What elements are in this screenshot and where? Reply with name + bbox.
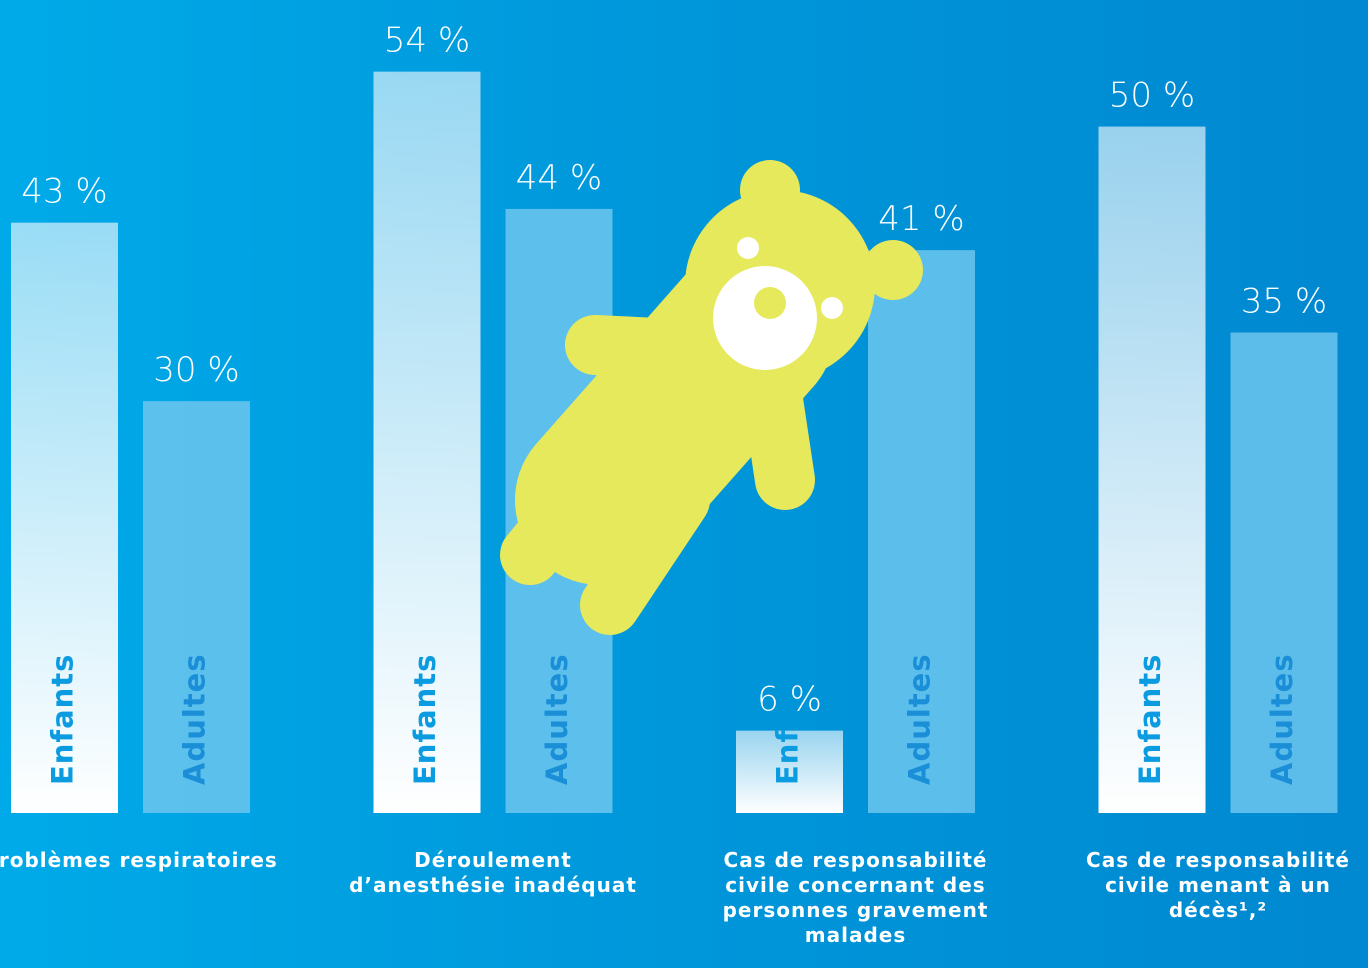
- value-label: 41 %: [878, 199, 964, 239]
- bar-label-group: Enfants: [46, 654, 80, 785]
- legend-label: Enfants: [408, 654, 442, 785]
- legend-label: Enfants: [46, 654, 80, 785]
- bar: [868, 250, 975, 813]
- value-label: 6 %: [757, 680, 822, 720]
- bar: [736, 730, 843, 813]
- category-label: Problèmes respiratoires: [0, 848, 278, 872]
- value-label: 50 %: [1109, 76, 1195, 116]
- bar: [1230, 332, 1338, 813]
- bar-label-group: Adultes: [1265, 653, 1299, 785]
- legend-label: Adultes: [540, 653, 574, 785]
- bar: [1098, 126, 1206, 813]
- teddy-bear: [500, 160, 923, 635]
- value-label: 43 %: [21, 172, 107, 212]
- bar: [11, 222, 118, 813]
- bar: [373, 71, 481, 814]
- legend-label: Enfants: [771, 654, 805, 785]
- value-label: 44 %: [516, 158, 602, 198]
- value-label: 54 %: [384, 21, 470, 61]
- bar-label-group: Enfants: [408, 654, 442, 785]
- bar-label-group: Enfants: [1133, 654, 1167, 785]
- value-label: 35 %: [1241, 281, 1327, 321]
- legend-label: Adultes: [178, 653, 212, 785]
- category-label: Cas de responsabilité civile menant à un…: [1086, 848, 1350, 922]
- bar-label-group: Enfants: [771, 654, 805, 785]
- legend-label: Adultes: [903, 653, 937, 785]
- bar-label-group: Adultes: [540, 653, 574, 785]
- legend-label: Adultes: [1265, 653, 1299, 785]
- category-label: Cas de responsabilité civile concernant …: [722, 848, 989, 947]
- legend-label: Enfants: [1133, 654, 1167, 785]
- category-label: Déroulement d’anesthésie inadéquat: [349, 848, 637, 897]
- bar-label-group: Adultes: [178, 653, 212, 785]
- bar-label-group: Adultes: [903, 653, 937, 785]
- bar: [143, 401, 250, 813]
- value-label: 30 %: [153, 350, 239, 390]
